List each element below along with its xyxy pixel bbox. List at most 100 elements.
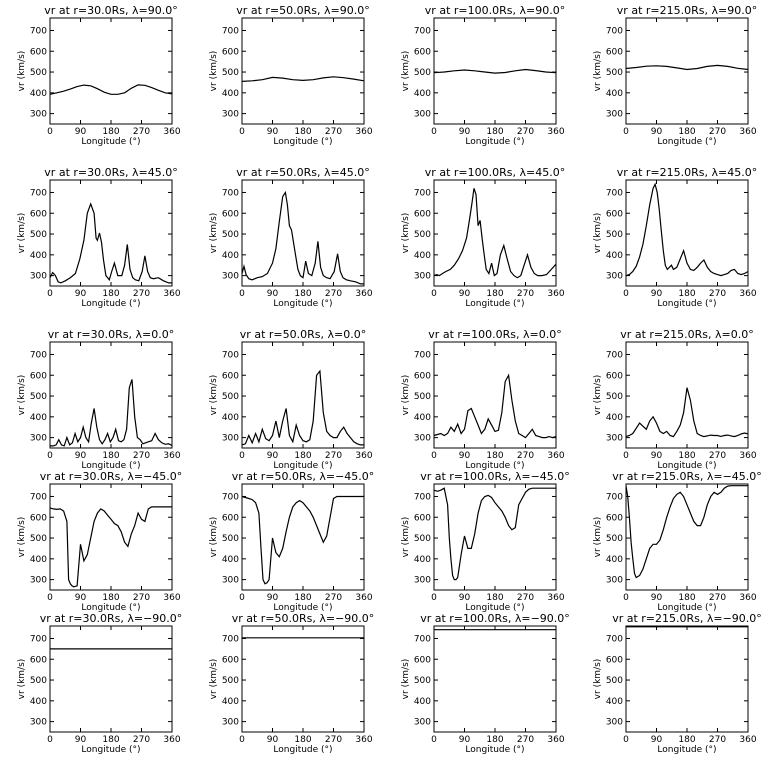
y-axis-label: vr (km/s) [401, 51, 411, 92]
plot-frame [49, 341, 173, 449]
x-tick-label: 360 [163, 289, 180, 299]
x-tick-label: 270 [133, 451, 150, 461]
x-tick-label: 0 [47, 735, 53, 745]
panel-title: vr at r=100.0Rs, λ=0.0° [428, 328, 561, 341]
y-tick-label: 600 [222, 655, 239, 665]
x-tick-label: 90 [267, 127, 279, 137]
y-tick-label: 600 [414, 655, 431, 665]
y-tick-label: 300 [30, 576, 47, 586]
y-tick-label: 500 [606, 676, 623, 686]
y-axis-label: vr (km/s) [17, 517, 27, 558]
plot-frame [433, 625, 557, 733]
x-tick-label: 360 [355, 593, 372, 603]
y-tick-label: 400 [414, 89, 431, 99]
x-tick-label: 270 [517, 127, 534, 137]
x-tick-label: 270 [325, 451, 342, 461]
panel-title: vr at r=50.0Rs, λ=45.0° [236, 166, 369, 179]
plot-frame [625, 341, 749, 449]
y-tick-label: 500 [222, 676, 239, 686]
x-tick-label: 0 [623, 735, 629, 745]
x-tick-label: 270 [709, 735, 726, 745]
series-line [433, 487, 556, 581]
y-tick-label: 500 [414, 676, 431, 686]
x-tick-label: 360 [547, 451, 564, 461]
y-tick-label: 700 [30, 26, 47, 36]
y-tick-label: 400 [30, 251, 47, 261]
y-axis-label: vr (km/s) [17, 51, 27, 92]
y-tick-label: 400 [414, 697, 431, 707]
x-axis-label: Longitude (°) [465, 603, 524, 613]
y-tick-label: 400 [606, 413, 623, 423]
x-tick-label: 0 [431, 451, 437, 461]
y-tick-label: 500 [30, 230, 47, 240]
x-tick-label: 360 [355, 451, 372, 461]
y-tick-label: 400 [222, 413, 239, 423]
x-tick-label: 90 [459, 127, 471, 137]
panel-title: vr at r=215.0Rs, λ=−45.0° [612, 470, 762, 483]
x-tick-label: 180 [294, 289, 311, 299]
x-axis-label: Longitude (°) [273, 745, 332, 755]
x-tick-label: 90 [651, 289, 663, 299]
y-tick-label: 400 [606, 89, 623, 99]
x-axis-label: Longitude (°) [81, 461, 140, 471]
x-tick-label: 0 [47, 127, 53, 137]
y-tick-label: 400 [414, 555, 431, 565]
x-tick-label: 90 [75, 735, 87, 745]
y-tick-label: 700 [30, 634, 47, 644]
x-tick-label: 270 [325, 735, 342, 745]
y-tick-label: 300 [414, 272, 431, 282]
y-tick-label: 600 [30, 209, 47, 219]
y-tick-label: 600 [30, 47, 47, 57]
y-tick-label: 300 [222, 718, 239, 728]
x-tick-label: 180 [678, 593, 695, 603]
x-tick-label: 180 [294, 451, 311, 461]
x-tick-label: 180 [294, 735, 311, 745]
x-tick-label: 180 [102, 593, 119, 603]
x-tick-label: 360 [547, 593, 564, 603]
y-tick-label: 600 [30, 371, 47, 381]
x-tick-label: 360 [739, 127, 756, 137]
y-tick-label: 400 [30, 413, 47, 423]
x-axis-label: Longitude (°) [273, 137, 332, 147]
x-tick-label: 360 [739, 735, 756, 745]
y-tick-label: 300 [222, 272, 239, 282]
x-axis-label: Longitude (°) [81, 745, 140, 755]
y-tick-label: 600 [414, 47, 431, 57]
y-tick-label: 500 [30, 534, 47, 544]
x-axis-label: Longitude (°) [81, 299, 140, 309]
y-tick-label: 600 [222, 47, 239, 57]
x-tick-label: 360 [163, 735, 180, 745]
x-tick-label: 180 [102, 735, 119, 745]
x-tick-label: 360 [547, 735, 564, 745]
x-tick-label: 180 [678, 289, 695, 299]
y-tick-label: 400 [606, 555, 623, 565]
x-tick-label: 90 [459, 289, 471, 299]
x-tick-label: 180 [678, 735, 695, 745]
y-tick-label: 500 [222, 68, 239, 78]
y-tick-label: 700 [222, 188, 239, 198]
y-tick-label: 300 [414, 718, 431, 728]
y-tick-label: 700 [606, 350, 623, 360]
y-tick-label: 300 [222, 576, 239, 586]
y-tick-label: 500 [606, 230, 623, 240]
y-tick-label: 600 [222, 371, 239, 381]
x-tick-label: 90 [651, 127, 663, 137]
x-axis-label: Longitude (°) [657, 299, 716, 309]
y-tick-label: 600 [606, 47, 623, 57]
y-tick-label: 400 [222, 697, 239, 707]
panel-title: vr at r=50.0Rs, λ=−90.0° [232, 612, 375, 625]
y-tick-label: 500 [222, 230, 239, 240]
y-axis-label: vr (km/s) [209, 517, 219, 558]
x-tick-label: 0 [47, 451, 53, 461]
x-tick-label: 270 [133, 127, 150, 137]
y-tick-label: 500 [414, 68, 431, 78]
y-tick-label: 600 [606, 209, 623, 219]
x-tick-label: 360 [739, 451, 756, 461]
y-tick-label: 300 [30, 434, 47, 444]
panel-title: vr at r=215.0Rs, λ=0.0° [620, 328, 753, 341]
y-tick-label: 500 [606, 68, 623, 78]
x-tick-label: 90 [651, 735, 663, 745]
y-tick-label: 500 [606, 534, 623, 544]
x-axis-label: Longitude (°) [273, 461, 332, 471]
panel-title: vr at r=100.0Rs, λ=−90.0° [420, 612, 570, 625]
